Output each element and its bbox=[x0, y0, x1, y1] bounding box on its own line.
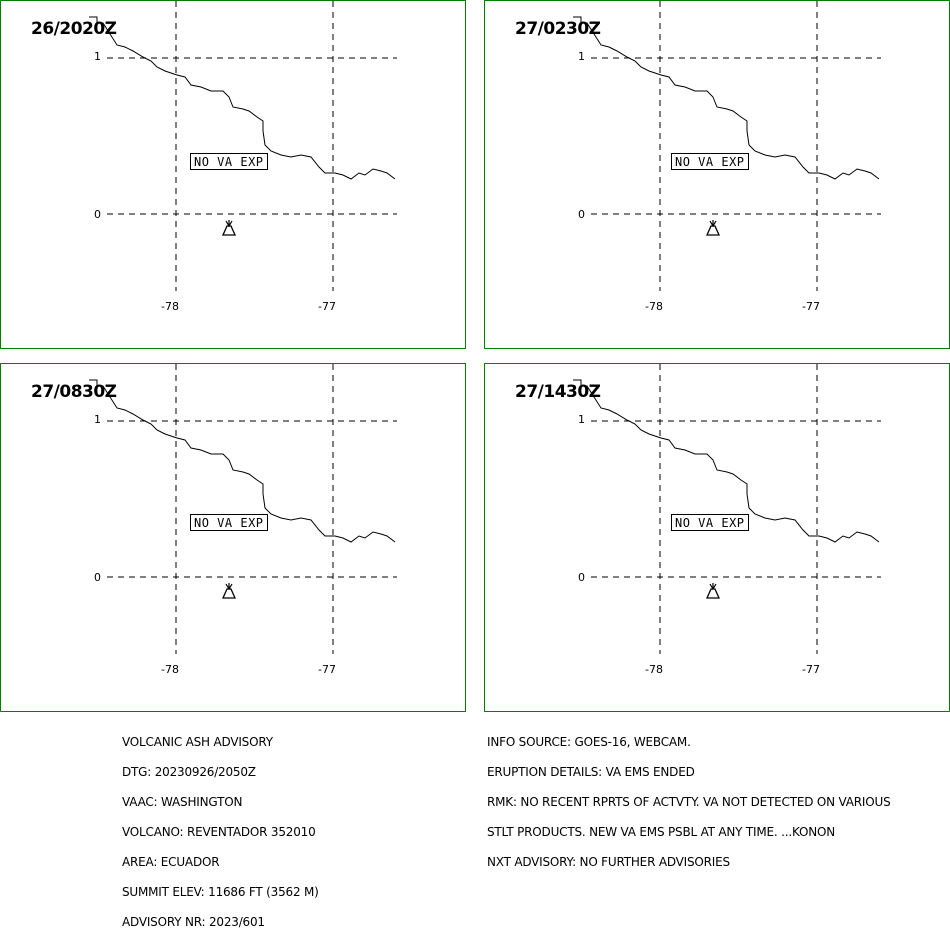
no-va-box: NO VA EXP bbox=[671, 153, 749, 170]
lat-label-1: 1 bbox=[94, 413, 101, 426]
border-line bbox=[573, 16, 880, 180]
advisory-left: VOLCANIC ASH ADVISORY DTG: 20230926/2050… bbox=[122, 717, 319, 937]
advisory-line: NXT ADVISORY: NO FURTHER ADVISORIES bbox=[487, 855, 730, 869]
advisory-line: SUMMIT ELEV: 11686 FT (3562 M) bbox=[122, 885, 319, 899]
lon-label-78: -78 bbox=[161, 300, 179, 313]
map-panel-3: 27/0830Z 1 0 -78 -77 NO VA EXP bbox=[0, 363, 466, 712]
lon-label-78: -78 bbox=[645, 300, 663, 313]
lat-label-1: 1 bbox=[578, 413, 585, 426]
panel-time: 27/1430Z bbox=[515, 382, 601, 402]
panel-time: 26/2020Z bbox=[31, 19, 117, 39]
map-drawing bbox=[89, 364, 397, 654]
volcano-icon bbox=[221, 220, 237, 236]
no-va-box: NO VA EXP bbox=[671, 514, 749, 531]
lat-label-0: 0 bbox=[578, 571, 585, 584]
advisory-line: VOLCANIC ASH ADVISORY bbox=[122, 735, 273, 749]
lat-label-1: 1 bbox=[578, 50, 585, 63]
panel-time: 27/0230Z bbox=[515, 19, 601, 39]
lon-label-77: -77 bbox=[318, 300, 336, 313]
lat-label-0: 0 bbox=[94, 208, 101, 221]
no-va-box: NO VA EXP bbox=[190, 153, 268, 170]
map-drawing bbox=[89, 1, 397, 291]
no-va-box: NO VA EXP bbox=[190, 514, 268, 531]
advisory-line: VOLCANO: REVENTADOR 352010 bbox=[122, 825, 316, 839]
advisory-line: VAAC: WASHINGTON bbox=[122, 795, 243, 809]
advisory-line: ADVISORY NR: 2023/601 bbox=[122, 915, 265, 929]
panel-time: 27/0830Z bbox=[31, 382, 117, 402]
map-panel-1: 26/2020Z 1 0 -78 -77 NO VA EXP bbox=[0, 0, 466, 349]
advisory-line: STLT PRODUCTS. NEW VA EMS PSBL AT ANY TI… bbox=[487, 825, 836, 839]
advisory-line: RMK: NO RECENT RPRTS OF ACTVTY. VA NOT D… bbox=[487, 795, 891, 809]
map-panel-2: 27/0230Z 1 0 -78 -77 NO VA EXP bbox=[484, 0, 950, 349]
advisory-line: AREA: ECUADOR bbox=[122, 855, 220, 869]
lon-label-77: -77 bbox=[802, 663, 820, 676]
volcano-icon bbox=[221, 583, 237, 599]
advisory-line: INFO SOURCE: GOES-16, WEBCAM. bbox=[487, 735, 691, 749]
lon-label-77: -77 bbox=[318, 663, 336, 676]
map-panel-4: 27/1430Z 1 0 -78 -77 NO VA EXP bbox=[484, 363, 950, 712]
lon-label-77: -77 bbox=[802, 300, 820, 313]
volcano-icon bbox=[705, 220, 721, 236]
lat-label-1: 1 bbox=[94, 50, 101, 63]
advisory-line: DTG: 20230926/2050Z bbox=[122, 765, 256, 779]
map-drawing bbox=[573, 1, 881, 291]
map-drawing bbox=[573, 364, 881, 654]
border-line bbox=[573, 379, 880, 543]
border-line bbox=[89, 379, 396, 543]
advisory-right: INFO SOURCE: GOES-16, WEBCAM. ERUPTION D… bbox=[487, 717, 891, 877]
border-line bbox=[89, 16, 396, 180]
lat-label-0: 0 bbox=[578, 208, 585, 221]
lon-label-78: -78 bbox=[161, 663, 179, 676]
volcano-icon bbox=[705, 583, 721, 599]
lat-label-0: 0 bbox=[94, 571, 101, 584]
advisory-line: ERUPTION DETAILS: VA EMS ENDED bbox=[487, 765, 695, 779]
lon-label-78: -78 bbox=[645, 663, 663, 676]
